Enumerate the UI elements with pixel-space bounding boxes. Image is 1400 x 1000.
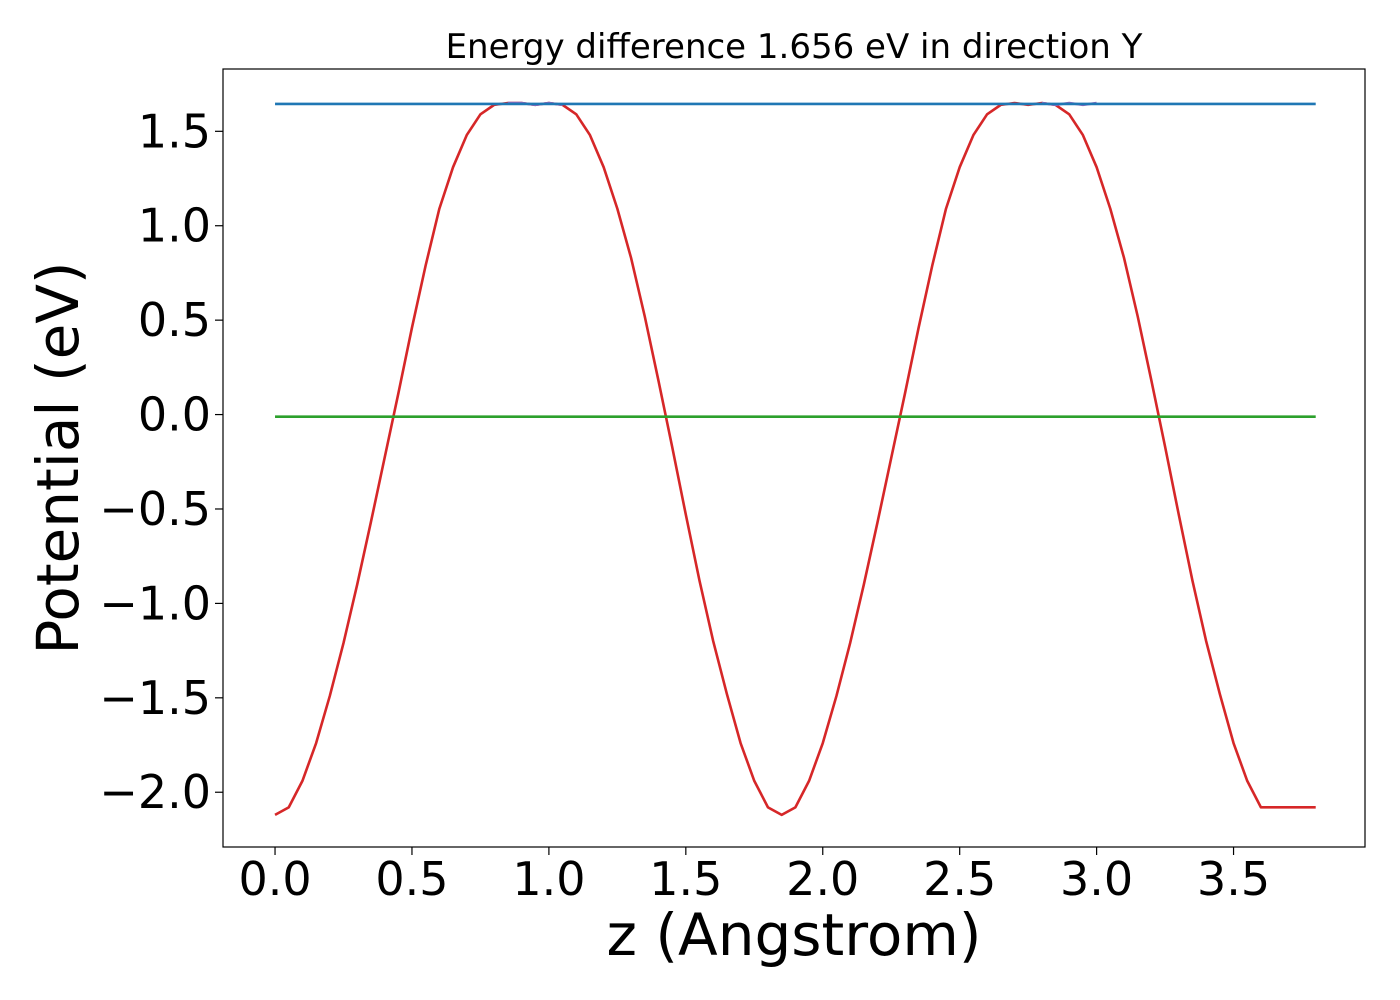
y-tick-label: −1.0 [99,576,211,630]
y-tick-label: −0.5 [99,482,211,536]
chart-title: Energy difference 1.656 eV in direction … [446,27,1143,67]
y-tick-label: 1.0 [138,199,211,253]
x-tick-label: 1.5 [649,852,722,906]
y-axis-label: Potential (eV) [24,261,92,654]
x-tick-label: 0.0 [238,852,311,906]
series-line-0 [274,101,1316,817]
x-tick-label: 0.5 [375,852,448,906]
y-axis-ticks: −2.0 −1.5 −1.0 −0.5 0.0 0.5 1.0 1.5 [99,104,223,819]
series-layer [274,101,1316,817]
x-tick-label: 3.0 [1060,852,1133,906]
x-tick-label: 1.0 [512,852,585,906]
x-tick-label: 2.5 [923,852,996,906]
x-axis-label: z (Angstrom) [607,901,982,969]
plot-frame [222,68,1366,848]
x-axis-ticks: 0.0 0.5 1.0 1.5 2.0 2.5 3.0 3.5 [238,847,1270,906]
x-tick-label: 2.0 [786,852,859,906]
y-tick-label: 1.5 [138,104,211,158]
x-tick-label: 3.5 [1197,852,1270,906]
y-tick-label: 0.5 [138,293,211,347]
y-tick-label: 0.0 [138,388,211,442]
y-tick-label: −1.5 [99,671,211,725]
y-tick-label: −2.0 [99,765,211,819]
